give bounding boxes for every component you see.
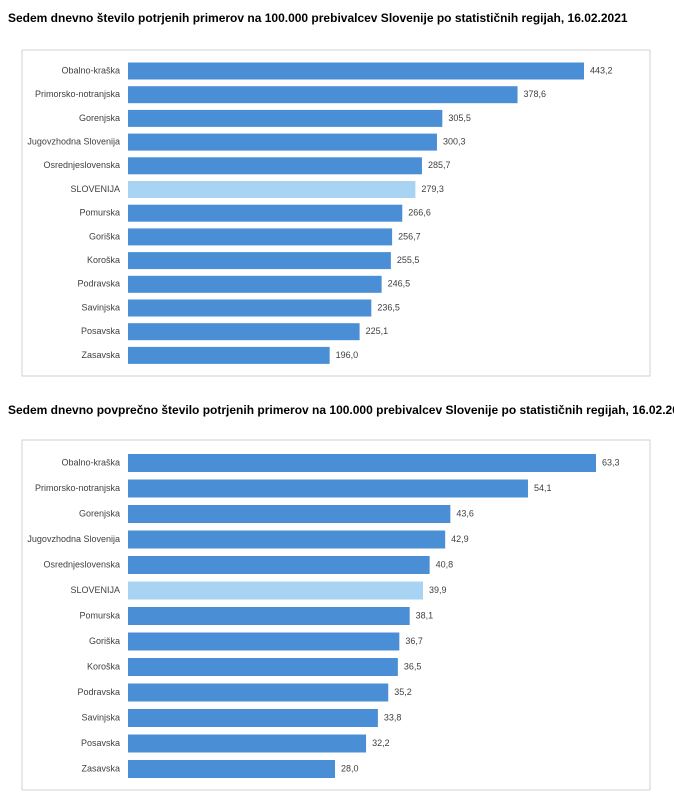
value-label: 42,9 (451, 534, 469, 544)
bar (128, 181, 416, 198)
value-label: 54,1 (534, 483, 552, 493)
category-label: Goriška (89, 231, 120, 241)
value-label: 443,2 (590, 65, 613, 75)
value-label: 246,5 (388, 279, 411, 289)
value-label: 196,0 (336, 350, 359, 360)
value-label: 279,3 (421, 184, 444, 194)
value-label: 266,6 (408, 208, 431, 218)
category-label: Savinjska (81, 712, 120, 722)
category-label: Koroška (87, 255, 120, 265)
value-label: 28,0 (341, 763, 359, 773)
bar (128, 658, 398, 676)
value-label: 63,3 (602, 457, 620, 467)
value-label: 43,6 (456, 508, 474, 518)
value-label: 285,7 (428, 160, 451, 170)
value-label: 32,2 (372, 738, 390, 748)
category-label: SLOVENIJA (70, 585, 120, 595)
bar (128, 133, 437, 151)
bar (128, 556, 430, 574)
value-label: 36,5 (404, 661, 422, 671)
bar (128, 86, 518, 104)
category-label: Osrednjeslovenska (43, 559, 120, 569)
category-label: Pomurska (79, 610, 120, 620)
bar (128, 505, 451, 523)
value-label: 35,2 (394, 687, 412, 697)
category-label: Podravska (77, 279, 120, 289)
bar (128, 299, 372, 317)
value-label: 236,5 (377, 302, 400, 312)
category-label: Koroška (87, 661, 120, 671)
category-label: Osrednjeslovenska (43, 160, 120, 170)
bar (128, 607, 410, 625)
bar (128, 479, 528, 498)
bar (128, 157, 422, 175)
category-label: Primorsko-notranjska (35, 483, 120, 493)
bar (128, 632, 400, 651)
category-label: Posavska (81, 738, 120, 748)
bar (128, 323, 360, 341)
category-label: Jugovzhodna Slovenija (27, 136, 120, 146)
bar (128, 454, 596, 472)
category-label: Primorsko-notranjska (35, 89, 120, 99)
chart-frame (21, 439, 651, 791)
value-label: 256,7 (398, 231, 421, 241)
bar (128, 581, 423, 600)
bar (128, 204, 403, 222)
category-label: Posavska (81, 326, 120, 336)
bar (128, 530, 446, 549)
bar (128, 760, 336, 778)
category-label: SLOVENIJA (70, 184, 120, 194)
category-label: Jugovzhodna Slovenija (27, 534, 120, 544)
value-label: 225,1 (366, 326, 389, 336)
bar (128, 62, 584, 80)
bar (128, 109, 443, 127)
value-label: 39,9 (429, 585, 447, 595)
category-label: Zasavska (81, 763, 120, 773)
bar (128, 709, 378, 727)
value-label: 255,5 (397, 255, 420, 265)
value-label: 36,7 (405, 636, 423, 646)
chart-frame (21, 49, 651, 377)
value-label: 33,8 (384, 712, 402, 722)
category-label: Gorenjska (79, 113, 120, 123)
category-label: Gorenjska (79, 508, 120, 518)
category-label: Podravska (77, 687, 120, 697)
chart-title: Sedem dnevno število potrjenih primerov … (8, 11, 628, 25)
value-label: 40,8 (436, 559, 454, 569)
chart-title: Sedem dnevno povprečno število potrjenih… (8, 403, 674, 417)
category-label: Obalno-kraška (61, 65, 120, 75)
bar (128, 275, 382, 293)
value-label: 300,3 (443, 136, 466, 146)
bar (128, 252, 391, 270)
bar (128, 683, 389, 702)
value-label: 38,1 (416, 610, 434, 620)
category-label: Goriška (89, 636, 120, 646)
category-label: Savinjska (81, 302, 120, 312)
value-label: 305,5 (448, 113, 471, 123)
category-label: Zasavska (81, 350, 120, 360)
category-label: Pomurska (79, 208, 120, 218)
bar (128, 228, 393, 246)
bar (128, 734, 367, 753)
category-label: Obalno-kraška (61, 457, 120, 467)
bar (128, 346, 330, 364)
value-label: 378,6 (524, 89, 547, 99)
